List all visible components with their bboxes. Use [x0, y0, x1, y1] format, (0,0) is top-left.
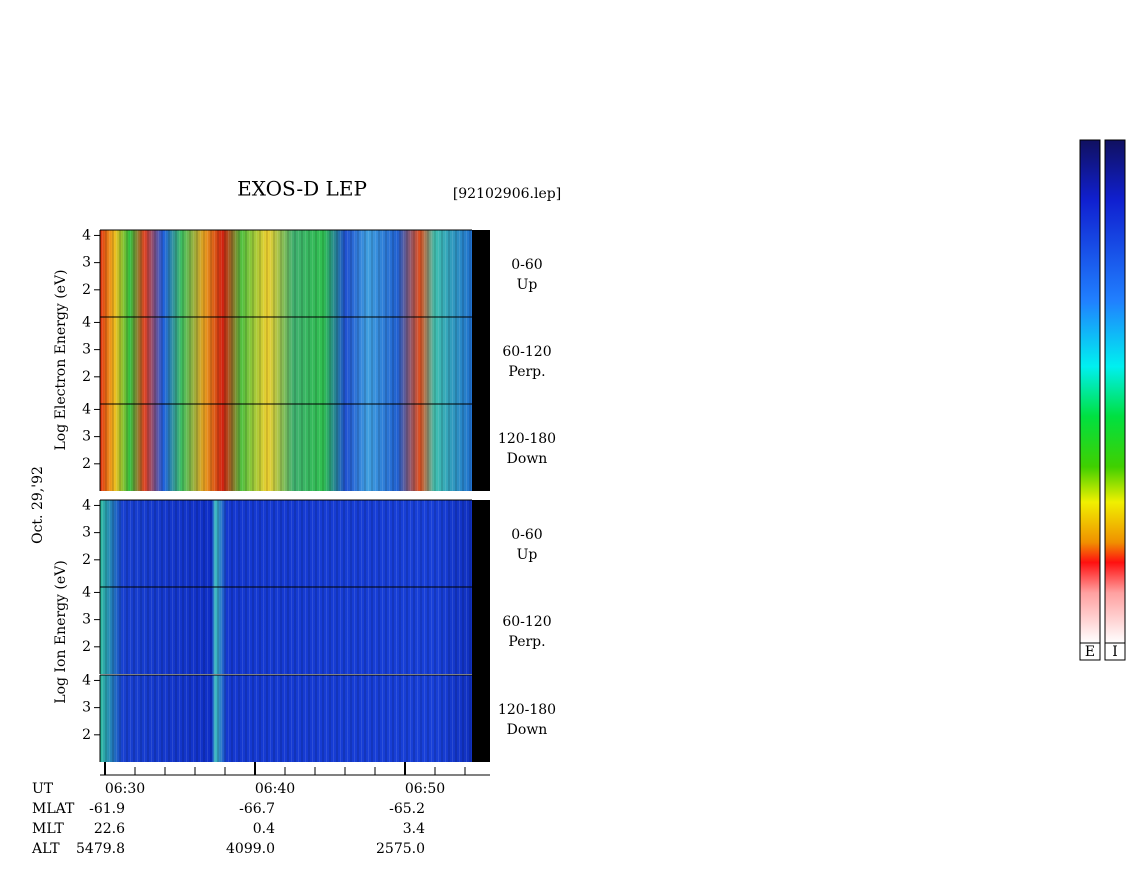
spectrogram-texture — [100, 500, 472, 587]
spectrogram-texture — [100, 404, 472, 491]
spectrogram-texture — [100, 317, 472, 404]
spectrogram-texture — [100, 230, 472, 317]
x-tick-label: 06:50 — [405, 781, 445, 797]
file-name: [92102906.lep] — [453, 186, 561, 202]
x-tick-label: 06:40 — [255, 781, 295, 797]
orbit-name: ALT — [31, 841, 60, 857]
pitch-label: 120-180 — [498, 431, 556, 447]
orbit-value: -61.9 — [89, 801, 125, 817]
orbit-value: -66.7 — [239, 801, 275, 817]
y-tick-label: 3 — [82, 700, 91, 716]
y-tick-label: 3 — [82, 429, 91, 445]
spectrogram-texture — [100, 587, 472, 674]
pitch-label: 60-120 — [502, 344, 551, 360]
direction-label: Up — [517, 277, 538, 293]
colorbar-label-box — [1104, 642, 1126, 661]
y-tick-label: 3 — [82, 612, 91, 628]
orbit-value: 0.4 — [253, 821, 275, 837]
colorbar-label-box — [1079, 642, 1101, 661]
colorbar-label: I — [1112, 644, 1118, 660]
orbit-value: -65.2 — [389, 801, 425, 817]
pitch-label: 60-120 — [502, 614, 551, 630]
pitch-label: 0-60 — [511, 257, 542, 273]
no-data-strip — [472, 500, 490, 762]
x-axis-name: UT — [32, 781, 54, 797]
pitch-label: 0-60 — [511, 527, 542, 543]
direction-label: Up — [517, 547, 538, 563]
y-tick-label: 4 — [82, 584, 91, 600]
y-tick-label: 3 — [82, 342, 91, 358]
orbit-name: MLT — [32, 821, 64, 837]
y-tick-label: 4 — [82, 401, 91, 417]
y-tick-label: 2 — [82, 456, 91, 472]
orbit-value: 2575.0 — [376, 841, 425, 857]
direction-label: Down — [507, 451, 548, 467]
direction-label: Down — [507, 722, 548, 738]
direction-label: Perp. — [508, 364, 545, 380]
orbit-value: 5479.8 — [76, 841, 125, 857]
x-tick-label: 06:30 — [105, 781, 145, 797]
date-label: Oct. 29,'92 — [30, 466, 46, 544]
title: EXOS-D LEP — [237, 177, 367, 201]
electron-axis-label: Log Electron Energy (eV) — [53, 269, 69, 450]
spectrogram-texture — [100, 675, 472, 762]
colorbar-label: E — [1085, 644, 1095, 660]
y-tick-label: 4 — [82, 672, 91, 688]
y-tick-label: 2 — [82, 552, 91, 568]
y-tick-label: 4 — [82, 497, 91, 513]
colorbar — [1104, 139, 1126, 644]
orbit-value: 22.6 — [94, 821, 125, 837]
orbit-name: MLAT — [32, 801, 75, 817]
no-data-strip — [472, 230, 490, 491]
colorbar — [1079, 139, 1101, 644]
pitch-label: 120-180 — [498, 702, 556, 718]
y-tick-label: 4 — [82, 227, 91, 243]
minor-ticks — [104, 767, 466, 775]
y-tick-label: 2 — [82, 369, 91, 385]
y-tick-label: 3 — [82, 255, 91, 271]
y-tick-label: 2 — [82, 282, 91, 298]
direction-label: Perp. — [508, 634, 545, 650]
orbit-value: 3.4 — [403, 821, 425, 837]
y-tick-label: 4 — [82, 314, 91, 330]
y-tick-label: 2 — [82, 727, 91, 743]
orbit-value: 4099.0 — [226, 841, 275, 857]
ion-axis-label: Log Ion Energy (eV) — [53, 560, 69, 703]
y-tick-label: 3 — [82, 525, 91, 541]
y-tick-label: 2 — [82, 639, 91, 655]
